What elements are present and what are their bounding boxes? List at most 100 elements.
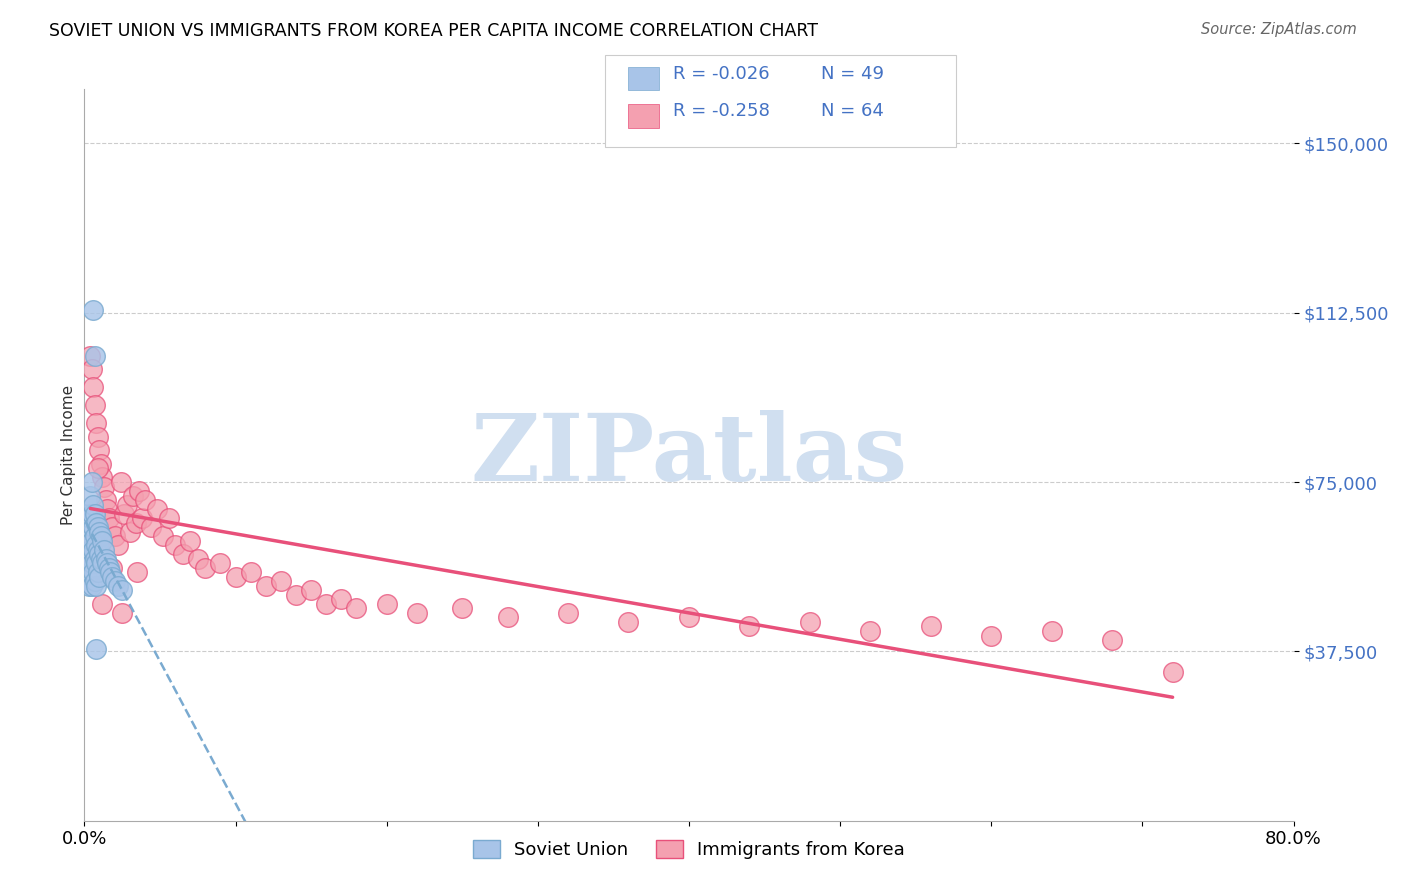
Point [127, 566, 149, 580]
Point [91, 556, 114, 570]
Point [79, 542, 101, 557]
Point [131, 511, 153, 525]
Point [920, 619, 942, 633]
Point [80, 556, 103, 570]
Point [86, 538, 108, 552]
Point [330, 592, 353, 607]
Point [80, 579, 103, 593]
Text: ZIPatlas: ZIPatlas [471, 410, 907, 500]
Point [84, 507, 107, 521]
Point [86, 642, 108, 657]
Point [87, 461, 110, 475]
Point [86, 579, 108, 593]
Point [87, 430, 110, 444]
Point [557, 606, 579, 620]
Point [104, 574, 127, 589]
Point [86, 417, 108, 431]
Point [80, 507, 103, 521]
Point [94, 551, 117, 566]
Point [406, 606, 429, 620]
Point [285, 588, 308, 602]
Point [111, 583, 134, 598]
Point [89, 443, 111, 458]
Point [97, 561, 120, 575]
Point [172, 547, 194, 561]
Point [104, 529, 127, 543]
Point [76, 556, 98, 570]
Point [100, 520, 122, 534]
Point [75, 533, 97, 548]
Point [87, 520, 110, 534]
Point [799, 615, 821, 629]
Point [76, 507, 98, 521]
Point [270, 574, 292, 589]
Point [90, 457, 112, 471]
Point [738, 619, 761, 633]
Point [87, 566, 110, 580]
Point [89, 547, 111, 561]
Point [91, 470, 114, 484]
Point [125, 516, 148, 530]
Point [239, 566, 262, 580]
Point [678, 610, 700, 624]
Point [91, 597, 114, 611]
Point [115, 498, 138, 512]
Point [859, 624, 882, 638]
Point [79, 566, 101, 580]
Point [84, 551, 107, 566]
Point [100, 570, 122, 584]
Point [87, 542, 110, 557]
Point [84, 574, 107, 589]
Point [80, 475, 103, 489]
Text: R = -0.258: R = -0.258 [673, 103, 770, 120]
Point [1040, 624, 1063, 638]
Point [96, 502, 118, 516]
Point [254, 579, 277, 593]
Point [107, 579, 129, 593]
Point [82, 380, 104, 394]
Point [112, 507, 135, 521]
Point [375, 597, 398, 611]
Y-axis label: Per Capita Income: Per Capita Income [60, 384, 76, 525]
Point [315, 597, 337, 611]
Text: N = 49: N = 49 [821, 65, 884, 83]
Point [1101, 633, 1123, 648]
Point [82, 566, 104, 580]
Point [77, 551, 100, 566]
Point [90, 551, 112, 566]
Point [82, 520, 104, 534]
Point [82, 303, 104, 318]
Point [118, 524, 141, 539]
Point [299, 583, 322, 598]
Point [93, 479, 115, 493]
Point [139, 520, 162, 534]
Point [80, 533, 103, 548]
Point [98, 566, 121, 580]
Point [128, 483, 150, 498]
Point [346, 601, 368, 615]
Point [79, 511, 101, 525]
Point [89, 524, 111, 539]
Point [84, 349, 107, 363]
Point [157, 511, 180, 525]
Point [89, 570, 111, 584]
Point [80, 362, 103, 376]
Point [194, 561, 217, 575]
Text: Source: ZipAtlas.com: Source: ZipAtlas.com [1201, 22, 1357, 37]
Point [121, 489, 143, 503]
Point [1161, 665, 1184, 679]
Point [100, 561, 122, 575]
Point [82, 498, 104, 512]
Point [91, 533, 114, 548]
Point [86, 556, 108, 570]
Point [209, 556, 232, 570]
Point [451, 601, 474, 615]
Point [97, 511, 120, 525]
Point [96, 556, 118, 570]
Point [187, 551, 209, 566]
Point [111, 606, 134, 620]
Text: N = 64: N = 64 [821, 103, 884, 120]
Text: R = -0.026: R = -0.026 [673, 65, 770, 83]
Point [146, 502, 169, 516]
Point [79, 489, 101, 503]
